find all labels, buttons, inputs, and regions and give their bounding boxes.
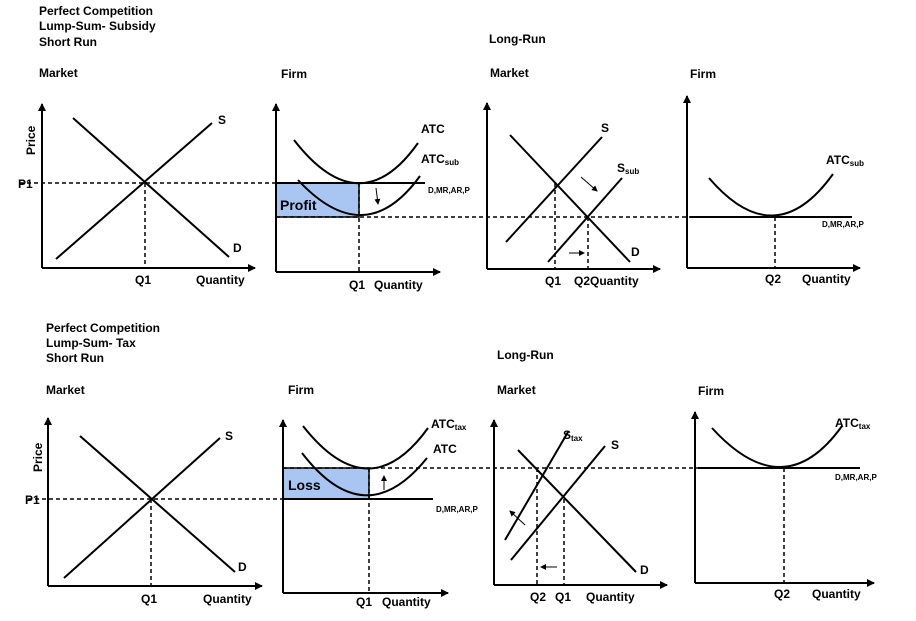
price-axis-label: Price (31, 442, 45, 472)
tax-market-lr-panel: Stax S D Q2 Q1 Quantity (490, 419, 668, 604)
price-axis-label: Price (24, 125, 38, 155)
subsidy-market-sr-heading: Market (39, 66, 78, 80)
profit-label: Profit (280, 197, 317, 213)
supply-label: S (611, 438, 619, 452)
quantity-axis-label: Quantity (802, 272, 851, 286)
tax-market-sr-heading: Market (46, 383, 85, 397)
atc-tax-curve (711, 425, 843, 468)
supply-label: S (601, 121, 609, 135)
quantity-axis-label: Quantity (382, 595, 431, 609)
atc-sub-curve (297, 175, 421, 216)
tax-firm-sr-panel: Loss ATCtax ATC D,MR,AR,P Q1 Quantity (279, 417, 478, 609)
p1-label: P1 (18, 177, 33, 191)
quantity-axis-label: Quantity (586, 590, 635, 604)
supply-sub-label: Ssub (617, 161, 639, 176)
dmrp-label: D,MR,AR,P (428, 186, 470, 195)
tax-long-run-label: Long-Run (497, 348, 554, 362)
quantity-axis-label: Quantity (812, 587, 861, 601)
atc-label: ATC (433, 442, 457, 456)
tax-firm-lr-panel: ATCtax D,MR,AR,P Q2 Quantity (691, 411, 877, 601)
q1-label: Q1 (349, 278, 365, 292)
q1-label: Q1 (555, 590, 571, 604)
p1-label: P1 (25, 493, 40, 507)
subsidy-title-line-3: Short Run (39, 35, 97, 49)
atc-curve (301, 452, 428, 497)
tax-firm-lr-heading: Firm (698, 384, 724, 398)
atc-label: ATC (421, 122, 445, 136)
demand-label: D (238, 560, 247, 574)
supply-label: S (225, 429, 233, 443)
q2-label: Q2 (765, 272, 781, 286)
subsidy-market-lr-panel: S Ssub D Q1 Q2Quantity (483, 102, 661, 288)
supply-curve (63, 437, 221, 579)
supply-curve (505, 136, 603, 243)
subsidy-market-sr-panel: Price P1 Q1 Quantity S D (18, 103, 256, 287)
down-arrow-icon (374, 187, 381, 205)
tax-section: Perfect Competition Lump-Sum- Tax Short … (25, 321, 877, 609)
tax-market-sr-panel: Price P1 Q1 Quantity S D (25, 417, 263, 606)
atc-sub-label: ATCsub (421, 152, 459, 167)
subsidy-market-lr-heading: Market (490, 66, 529, 80)
shift-arrow-icon (580, 176, 598, 192)
dmrp-label: D,MR,AR,P (835, 473, 877, 482)
loss-label: Loss (288, 477, 321, 493)
subsidy-firm-lr-panel: ATCsub D,MR,AR,P Q2 Quantity (683, 95, 864, 286)
subsidy-long-run-label: Long-Run (489, 32, 546, 46)
atc-sub-label: ATCsub (826, 153, 864, 168)
q2-label: Q2 (774, 587, 790, 601)
atc-sub-curve (708, 173, 834, 217)
tax-firm-sr-heading: Firm (288, 383, 314, 397)
quantity-axis-label: Quantity (196, 273, 245, 287)
dmrp-label: D,MR,AR,P (436, 505, 478, 514)
q1-label: Q1 (545, 274, 561, 288)
quantity-axis-label: Quantity (374, 278, 423, 292)
supply-curve (55, 122, 213, 260)
demand-label: D (640, 563, 649, 577)
q2-quantity-label: Q2Quantity (574, 274, 639, 288)
supply-curve (510, 445, 606, 561)
demand-curve (79, 435, 236, 573)
subsidy-title-line-1: Perfect Competition (39, 4, 153, 18)
atc-tax-curve (302, 425, 429, 470)
profit-area (275, 182, 360, 218)
q1-label: Q1 (135, 273, 151, 287)
subsidy-section: Perfect Competition Lump-Sum- Subsidy Sh… (18, 4, 864, 292)
tax-title-line-1: Perfect Competition (46, 321, 160, 335)
quantity-axis-label: Quantity (203, 592, 252, 606)
dmrp-label: D,MR,AR,P (822, 220, 864, 229)
shift-arrow-icon (509, 510, 526, 526)
demand-curve (509, 134, 631, 263)
q1-label: Q1 (141, 592, 157, 606)
supply-tax-label: Stax (563, 428, 583, 443)
supply-sub-curve (547, 177, 623, 263)
demand-label: D (233, 241, 242, 255)
tax-title-line-3: Short Run (46, 351, 104, 365)
q2-label: Q2 (530, 590, 546, 604)
atc-tax-label: ATCtax (431, 417, 467, 432)
supply-label: S (218, 113, 226, 127)
atc-tax-label: ATCtax (835, 416, 871, 431)
tax-title-line-2: Lump-Sum- Tax (46, 336, 136, 350)
subsidy-firm-sr-heading: Firm (281, 67, 307, 81)
tax-market-lr-heading: Market (497, 383, 536, 397)
subsidy-firm-lr-heading: Firm (690, 67, 716, 81)
demand-curve (72, 117, 230, 258)
atc-curve (293, 139, 419, 185)
demand-label: D (631, 245, 640, 259)
subsidy-title-line-2: Lump-Sum- Subsidy (39, 19, 156, 33)
subsidy-firm-sr-panel: Profit ATC ATCsub D,MR,AR,P Q1 Quantity (272, 103, 470, 292)
q1-label: Q1 (356, 595, 372, 609)
